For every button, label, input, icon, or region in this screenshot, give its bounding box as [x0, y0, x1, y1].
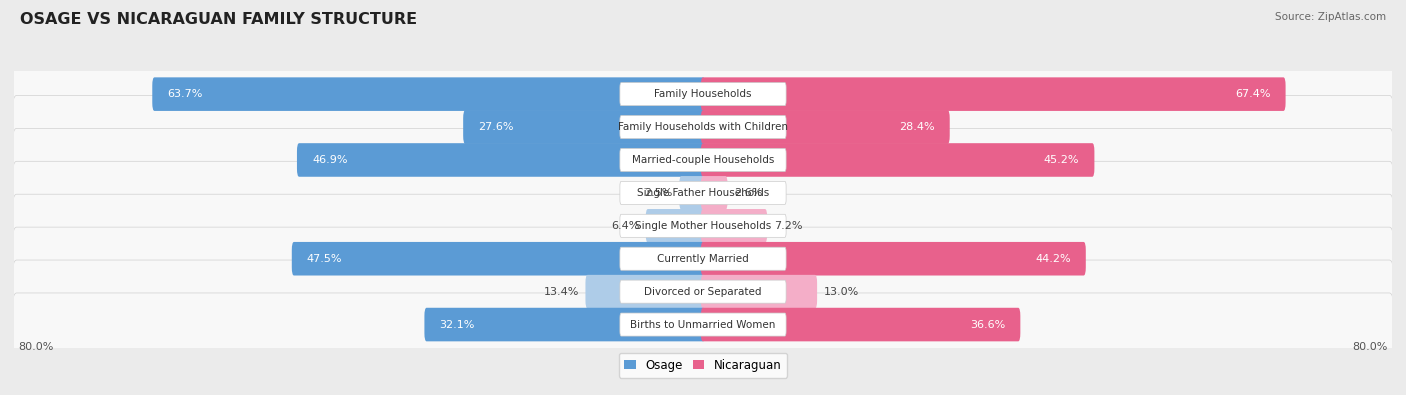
Text: 36.6%: 36.6%: [970, 320, 1005, 329]
Text: 7.2%: 7.2%: [773, 221, 801, 231]
FancyBboxPatch shape: [13, 128, 1393, 192]
Text: Married-couple Households: Married-couple Households: [631, 155, 775, 165]
FancyBboxPatch shape: [700, 143, 1094, 177]
FancyBboxPatch shape: [620, 83, 786, 106]
Text: 45.2%: 45.2%: [1043, 155, 1080, 165]
Text: Divorced or Separated: Divorced or Separated: [644, 287, 762, 297]
Text: 46.9%: 46.9%: [312, 155, 347, 165]
FancyBboxPatch shape: [700, 275, 817, 308]
Text: OSAGE VS NICARAGUAN FAMILY STRUCTURE: OSAGE VS NICARAGUAN FAMILY STRUCTURE: [20, 12, 416, 27]
FancyBboxPatch shape: [620, 181, 786, 205]
FancyBboxPatch shape: [152, 77, 706, 111]
FancyBboxPatch shape: [679, 176, 706, 210]
FancyBboxPatch shape: [620, 247, 786, 270]
Text: 13.4%: 13.4%: [544, 287, 579, 297]
FancyBboxPatch shape: [13, 260, 1393, 323]
FancyBboxPatch shape: [13, 293, 1393, 356]
FancyBboxPatch shape: [13, 62, 1393, 126]
Text: 2.5%: 2.5%: [644, 188, 673, 198]
Text: 13.0%: 13.0%: [824, 287, 859, 297]
FancyBboxPatch shape: [13, 161, 1393, 224]
FancyBboxPatch shape: [292, 242, 706, 276]
Text: Source: ZipAtlas.com: Source: ZipAtlas.com: [1275, 12, 1386, 22]
FancyBboxPatch shape: [13, 227, 1393, 290]
FancyBboxPatch shape: [620, 149, 786, 171]
FancyBboxPatch shape: [700, 77, 1285, 111]
FancyBboxPatch shape: [585, 275, 706, 308]
Text: Single Father Households: Single Father Households: [637, 188, 769, 198]
Text: Family Households: Family Households: [654, 89, 752, 99]
Text: 80.0%: 80.0%: [18, 342, 53, 352]
FancyBboxPatch shape: [700, 110, 949, 144]
FancyBboxPatch shape: [13, 194, 1393, 258]
Text: 6.4%: 6.4%: [610, 221, 640, 231]
FancyBboxPatch shape: [620, 214, 786, 237]
FancyBboxPatch shape: [463, 110, 706, 144]
FancyBboxPatch shape: [620, 313, 786, 336]
FancyBboxPatch shape: [425, 308, 706, 341]
Text: 2.6%: 2.6%: [734, 188, 762, 198]
FancyBboxPatch shape: [620, 116, 786, 139]
Text: Family Households with Children: Family Households with Children: [619, 122, 787, 132]
Text: Births to Unmarried Women: Births to Unmarried Women: [630, 320, 776, 329]
FancyBboxPatch shape: [700, 242, 1085, 276]
FancyBboxPatch shape: [620, 280, 786, 303]
Text: 27.6%: 27.6%: [478, 122, 513, 132]
Text: 44.2%: 44.2%: [1035, 254, 1071, 264]
FancyBboxPatch shape: [700, 209, 768, 243]
Text: Single Mother Households: Single Mother Households: [636, 221, 770, 231]
Text: 67.4%: 67.4%: [1234, 89, 1271, 99]
FancyBboxPatch shape: [700, 176, 727, 210]
FancyBboxPatch shape: [645, 209, 706, 243]
FancyBboxPatch shape: [297, 143, 706, 177]
Text: 63.7%: 63.7%: [167, 89, 202, 99]
Text: Currently Married: Currently Married: [657, 254, 749, 264]
FancyBboxPatch shape: [13, 96, 1393, 159]
Text: 80.0%: 80.0%: [1353, 342, 1388, 352]
FancyBboxPatch shape: [700, 308, 1021, 341]
Text: 28.4%: 28.4%: [898, 122, 935, 132]
Text: 47.5%: 47.5%: [307, 254, 342, 264]
Text: 32.1%: 32.1%: [440, 320, 475, 329]
Legend: Osage, Nicaraguan: Osage, Nicaraguan: [619, 353, 787, 378]
